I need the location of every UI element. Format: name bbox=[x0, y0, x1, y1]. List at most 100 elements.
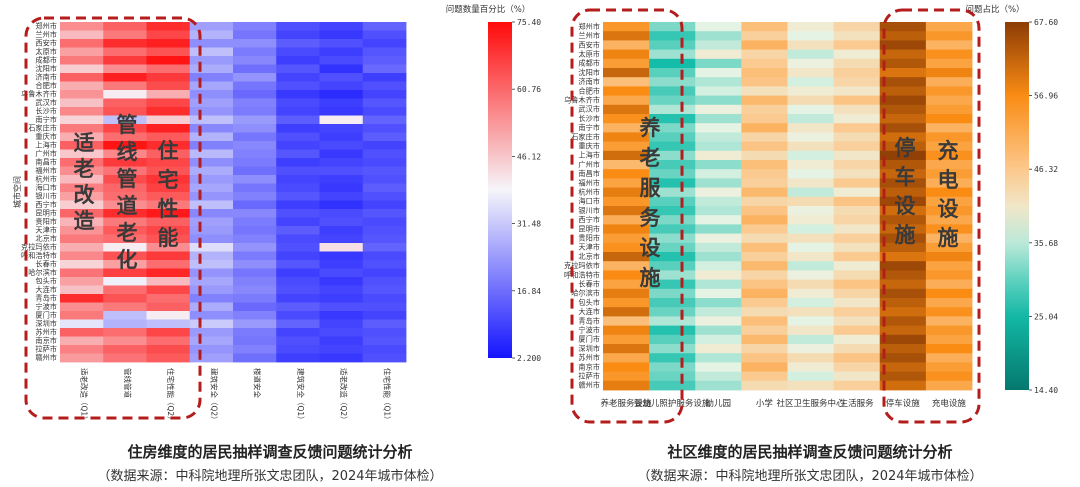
heatmap-cell bbox=[787, 233, 835, 244]
y-tick-label: 赣州市 bbox=[578, 381, 600, 390]
heatmap-cell bbox=[189, 107, 234, 116]
heatmap-cell bbox=[233, 39, 277, 48]
heatmap-cell bbox=[362, 319, 407, 329]
y-tick-label: 长沙市 bbox=[35, 106, 57, 115]
heatmap-cell bbox=[649, 40, 696, 50]
heatmap-cell bbox=[103, 336, 147, 346]
heatmap-cell bbox=[362, 217, 407, 227]
y-tick-label: 上海市 bbox=[35, 140, 57, 149]
heatmap-cell bbox=[60, 47, 104, 57]
heatmap-cell bbox=[695, 31, 742, 41]
heatmap-cell bbox=[787, 160, 835, 170]
y-tick-label: 南京市 bbox=[578, 362, 600, 371]
heatmap-cell bbox=[233, 107, 277, 116]
heatmap-cell bbox=[276, 200, 320, 210]
x-tick-label: 幼儿园 bbox=[706, 398, 732, 409]
heatmap-cell bbox=[233, 268, 277, 278]
heatmap-cell bbox=[362, 345, 407, 354]
heatmap-cell bbox=[103, 251, 147, 261]
heatmap-cell bbox=[233, 192, 277, 201]
heatmap-cell bbox=[741, 196, 788, 207]
y-tick-label: 广州市 bbox=[578, 160, 600, 169]
heatmap-cell bbox=[103, 268, 147, 278]
heatmap-cell bbox=[60, 56, 104, 65]
colorbar-title: 问题占比（%） bbox=[965, 4, 1024, 15]
y-tick-label: 昆明市 bbox=[35, 208, 57, 217]
heatmap-cell bbox=[233, 132, 277, 142]
heatmap-cell bbox=[741, 22, 788, 32]
heatmap-cell bbox=[741, 362, 788, 372]
heatmap-cell bbox=[103, 64, 147, 74]
heatmap-cell bbox=[695, 371, 742, 382]
heatmap-cell bbox=[879, 95, 927, 106]
y-tick-label: 长沙市 bbox=[578, 114, 600, 123]
heatmap-cell bbox=[695, 49, 742, 60]
heatmap-cell bbox=[319, 132, 364, 142]
heatmap-cell bbox=[695, 215, 742, 225]
heatmap-cell bbox=[103, 22, 147, 31]
heatmap-cell bbox=[695, 187, 742, 198]
heatmap-cell bbox=[741, 58, 788, 69]
heatmap-cell bbox=[603, 68, 650, 78]
heatmap-cell bbox=[362, 30, 407, 40]
heatmap-cell bbox=[60, 345, 104, 354]
heatmap-cell bbox=[60, 217, 104, 227]
heatmap-cell bbox=[189, 64, 234, 74]
heatmap-cell bbox=[603, 196, 650, 207]
heatmap-cell bbox=[925, 132, 973, 142]
heatmap-cell bbox=[925, 344, 973, 354]
heatmap-cell bbox=[146, 260, 191, 269]
annotation-char: 能 bbox=[158, 226, 179, 250]
heatmap-cell bbox=[276, 353, 320, 363]
y-tick-label: 南京市 bbox=[35, 336, 57, 345]
heatmap-cell bbox=[925, 68, 973, 78]
heatmap-cell bbox=[603, 49, 650, 60]
heatmap-cell bbox=[189, 200, 234, 210]
heatmap-cell bbox=[276, 285, 320, 295]
heatmap-cell bbox=[695, 104, 742, 115]
heatmap-cell bbox=[233, 166, 277, 176]
heatmap-cell bbox=[362, 268, 407, 278]
heatmap-cell bbox=[741, 288, 788, 299]
x-tick-label: 停车设施 bbox=[886, 398, 921, 409]
heatmap-cell bbox=[649, 362, 696, 372]
heatmap-cell bbox=[362, 132, 407, 142]
heatmap-cell bbox=[879, 160, 927, 170]
heatmap-cell bbox=[319, 64, 364, 74]
heatmap-cell bbox=[276, 234, 320, 244]
heatmap-cell bbox=[649, 215, 696, 225]
heatmap-cell bbox=[787, 353, 835, 363]
y-tick-label: 天津市 bbox=[35, 225, 57, 234]
heatmap-cell bbox=[649, 150, 696, 161]
heatmap-cell bbox=[319, 47, 364, 57]
heatmap-cell bbox=[879, 233, 927, 244]
heatmap-cell bbox=[60, 234, 104, 244]
heatmap-cell bbox=[319, 158, 364, 167]
heatmap-cell bbox=[603, 270, 650, 280]
y-tick-label: 赣州市 bbox=[35, 353, 57, 362]
heatmap-cell bbox=[319, 107, 364, 116]
heatmap-cell bbox=[695, 242, 742, 253]
y-tick-label: 南宁市 bbox=[35, 115, 57, 124]
heatmap-cell bbox=[189, 39, 234, 48]
heatmap-cell bbox=[695, 288, 742, 299]
heatmap-cell bbox=[695, 58, 742, 69]
heatmap-cell bbox=[103, 260, 147, 269]
heatmap-cell bbox=[276, 311, 320, 320]
heatmap-cell bbox=[787, 104, 835, 115]
heatmap-cell bbox=[603, 187, 650, 198]
left-caption-source: （数据来源：中科院地理所张文忠团队，2024年城市体检） bbox=[97, 469, 443, 484]
heatmap-cell bbox=[233, 260, 277, 269]
heatmap-cell bbox=[362, 47, 407, 57]
heatmap-cell bbox=[189, 158, 234, 167]
heatmap-cell bbox=[787, 22, 835, 32]
heatmap-housing: 郑州市兰州市西安市太原市成都市沈阳市济南市合肥市乌鲁木齐市武汉市长沙市南宁市石家… bbox=[12, 4, 541, 424]
heatmap-cell bbox=[925, 325, 973, 336]
heatmap-cell bbox=[103, 115, 147, 125]
heatmap-cell bbox=[925, 252, 973, 262]
heatmap-cell bbox=[189, 56, 234, 65]
heatmap-cell bbox=[319, 311, 364, 320]
heatmap-cell bbox=[60, 336, 104, 346]
y-tick-label: 厦门市 bbox=[578, 335, 600, 344]
heatmap-cell bbox=[319, 268, 364, 278]
